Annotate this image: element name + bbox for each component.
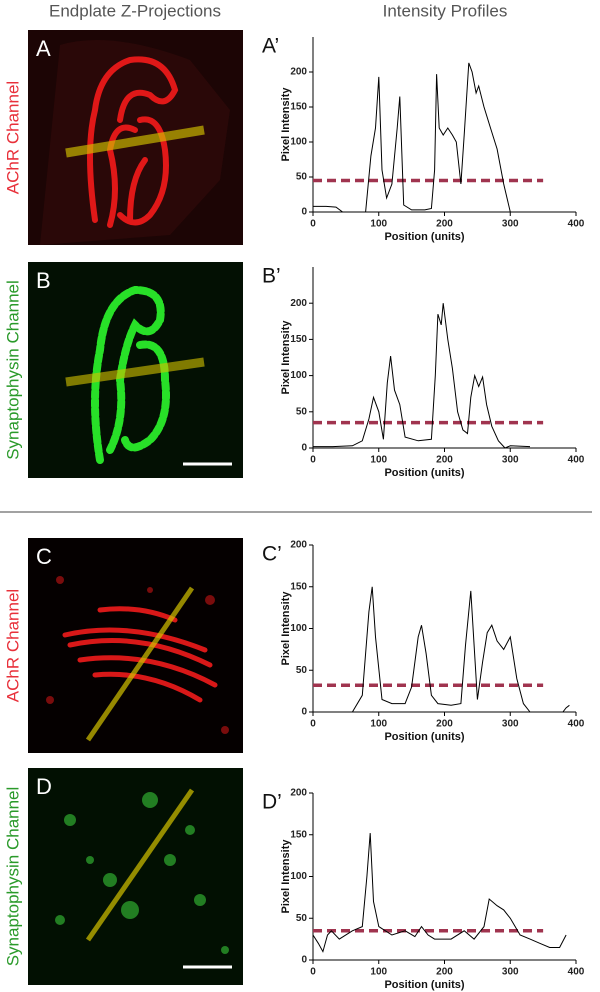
chart-panel-label: D’ <box>262 791 282 814</box>
y-tick-label: 100 <box>290 871 307 882</box>
profile-line <box>313 586 570 713</box>
y-tick-label: 100 <box>290 137 307 148</box>
chart-panel-label: B’ <box>262 265 281 288</box>
panel-label: C <box>36 544 52 569</box>
chart-panel-label: A’ <box>262 35 279 58</box>
x-tick-label: 200 <box>436 219 453 230</box>
image-a <box>28 30 243 245</box>
channel-label: Synaptophysin Channel <box>3 787 22 967</box>
panel-label: A <box>36 36 51 61</box>
x-tick-label: 400 <box>568 219 585 230</box>
y-tick-label: 100 <box>290 623 307 634</box>
x-tick-label: 200 <box>436 967 453 978</box>
y-tick-label: 200 <box>290 540 307 551</box>
profile-line <box>313 303 531 449</box>
x-tick-label: 100 <box>370 719 387 730</box>
y-tick-label: 50 <box>296 406 308 417</box>
profile-line <box>312 833 567 953</box>
x-tick-label: 400 <box>568 719 585 730</box>
channel-label: Synaptophysin Channel <box>3 280 22 460</box>
image-c <box>28 538 243 753</box>
y-tick-label: 200 <box>290 298 307 309</box>
x-tick-label: 300 <box>502 455 519 466</box>
chart-panel-label: C’ <box>262 543 282 566</box>
y-tick-label: 50 <box>296 172 308 183</box>
x-tick-label: 0 <box>310 219 316 230</box>
y-axis-label: Pixel Intensity <box>280 839 292 914</box>
y-tick-label: 50 <box>296 665 308 676</box>
y-tick-label: 150 <box>290 334 307 345</box>
y-tick-label: 150 <box>290 581 307 592</box>
panel-label: B <box>36 268 51 293</box>
x-tick-label: 100 <box>370 455 387 466</box>
y-tick-label: 100 <box>290 370 307 381</box>
y-tick-label: 0 <box>301 955 307 966</box>
y-tick-label: 50 <box>296 913 308 924</box>
x-tick-label: 300 <box>502 719 519 730</box>
x-tick-label: 200 <box>436 719 453 730</box>
y-axis-label: Pixel Intensity <box>280 87 292 162</box>
y-tick-label: 0 <box>301 707 307 718</box>
channel-label: AChR Channel <box>3 589 22 702</box>
y-tick-label: 0 <box>301 207 307 218</box>
x-tick-label: 0 <box>310 719 316 730</box>
channel-label: AChR Channel <box>3 81 22 194</box>
x-tick-label: 100 <box>370 967 387 978</box>
x-tick-label: 400 <box>568 455 585 466</box>
x-tick-label: 300 <box>502 967 519 978</box>
y-axis-label: Pixel Intensity <box>280 320 292 395</box>
x-tick-label: 200 <box>436 455 453 466</box>
image-d <box>28 768 243 985</box>
profile-line <box>313 62 511 213</box>
x-axis-label: Position (units) <box>384 979 464 991</box>
x-tick-label: 100 <box>370 219 387 230</box>
header: Intensity Profiles <box>383 1 508 20</box>
x-axis-label: Position (units) <box>384 467 464 479</box>
x-tick-label: 400 <box>568 967 585 978</box>
x-tick-label: 300 <box>502 219 519 230</box>
y-tick-label: 150 <box>290 102 307 113</box>
y-tick-label: 0 <box>301 443 307 454</box>
y-tick-label: 200 <box>290 788 307 799</box>
x-axis-label: Position (units) <box>384 731 464 743</box>
image-b <box>28 262 243 478</box>
x-tick-label: 0 <box>310 455 316 466</box>
panel-label: D <box>36 774 52 799</box>
x-tick-label: 0 <box>310 967 316 978</box>
y-tick-label: 200 <box>290 67 307 78</box>
y-tick-label: 150 <box>290 829 307 840</box>
y-axis-label: Pixel Intensity <box>280 591 292 666</box>
x-axis-label: Position (units) <box>384 231 464 243</box>
header: Endplate Z-Projections <box>49 1 221 20</box>
